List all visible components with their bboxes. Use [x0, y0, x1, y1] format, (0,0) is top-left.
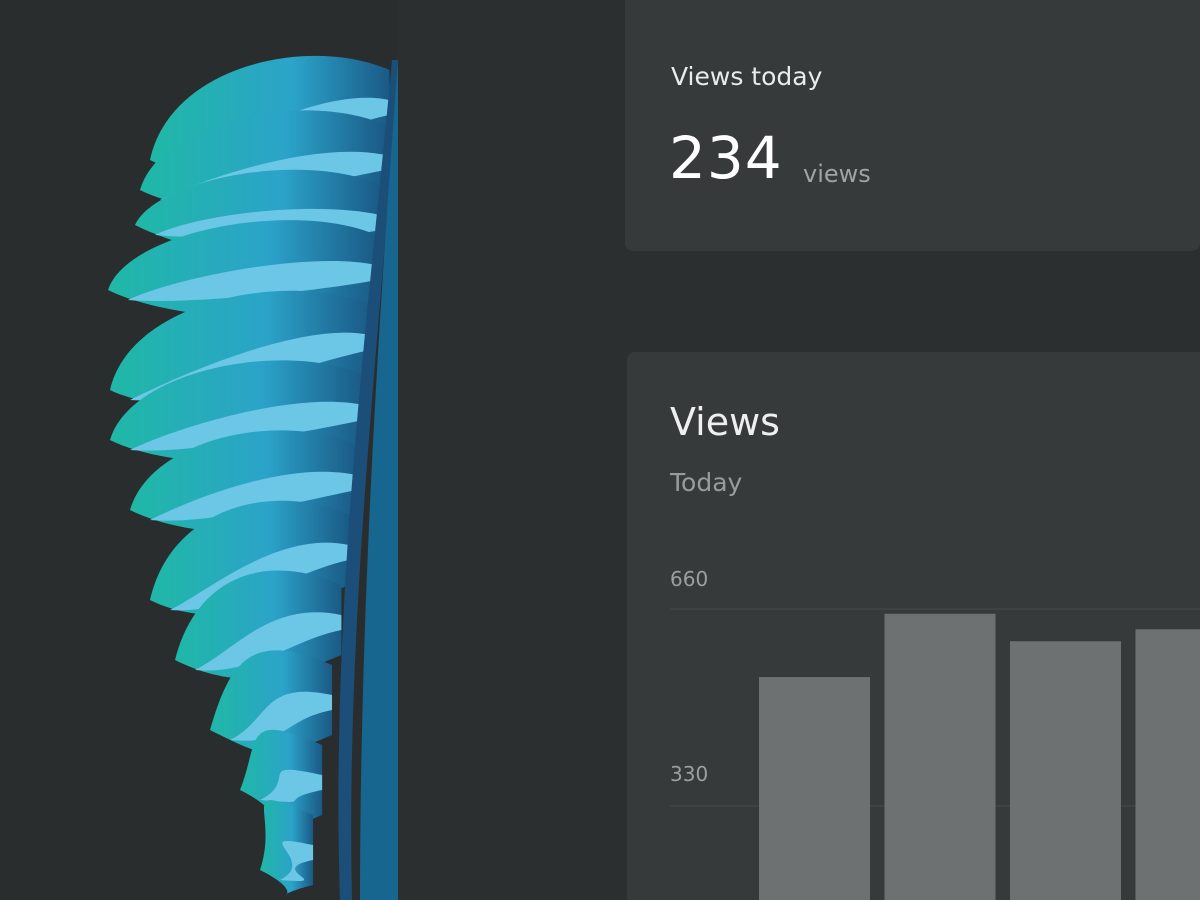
chart-subtitle: Today: [670, 468, 743, 497]
y-tick-660: 660: [670, 567, 708, 591]
leaflet: [175, 570, 342, 679]
bar-2: [884, 613, 996, 900]
leaflet-highlight: [195, 612, 342, 671]
stem: [338, 60, 398, 900]
leaf-illustration: [0, 0, 398, 900]
leaflet-highlight: [260, 769, 323, 802]
bar-3: [1010, 641, 1121, 900]
leaflet-highlight: [130, 401, 364, 451]
leaf-icon: [108, 55, 398, 900]
leaflet-highlight: [150, 471, 357, 521]
chart-title: Views: [670, 400, 780, 444]
views-today-label: Views today: [671, 62, 823, 91]
leaflet-highlight: [230, 691, 333, 741]
bar-1: [759, 677, 870, 900]
leaflet: [210, 650, 333, 754]
leaflet-highlight: [280, 840, 314, 881]
y-tick-330: 330: [670, 762, 708, 786]
bar-4: [1135, 629, 1200, 900]
dashboard-main: Views today 234 views Views Today 660 33…: [398, 0, 1200, 900]
leaflet-highlight: [128, 260, 377, 301]
views-bar-chart: 660 330: [670, 567, 1200, 900]
views-today-card: Views today 234 views: [625, 0, 1200, 251]
views-today-value: 234: [669, 124, 783, 192]
views-today-unit: views: [803, 160, 871, 188]
leaf-right: [360, 60, 398, 900]
views-chart-card: Views Today 660 330: [627, 352, 1200, 900]
